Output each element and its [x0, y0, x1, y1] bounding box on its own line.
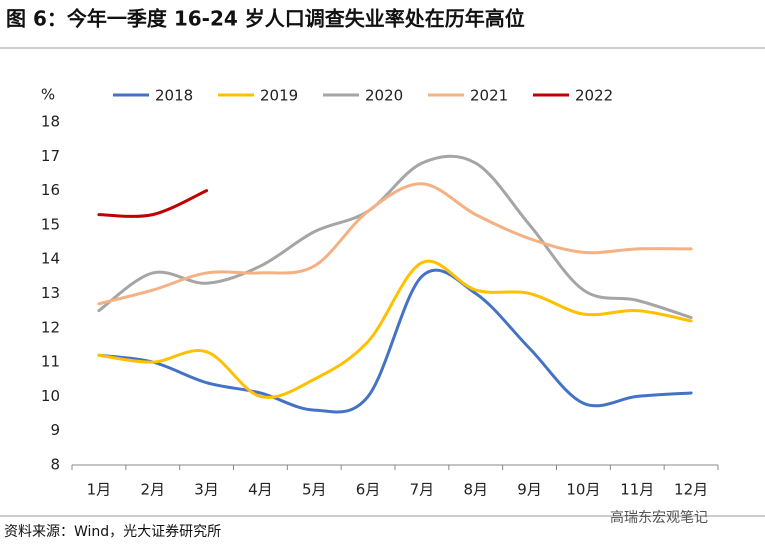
line-series — [97, 259, 693, 399]
y-tick-label: 17 — [41, 147, 60, 165]
x-tick-label: 2月 — [140, 481, 165, 499]
watermark: 高瑞东宏观笔记 — [610, 509, 708, 526]
y-tick-label: 14 — [41, 250, 60, 268]
legend-label: 2018 — [155, 87, 193, 105]
y-tick-label: 8 — [50, 456, 60, 474]
line-series — [97, 154, 693, 320]
y-tick-label: 15 — [41, 215, 60, 233]
line-series — [97, 268, 693, 414]
y-axis-label: % — [41, 86, 55, 104]
y-tick-label: 12 — [41, 318, 60, 336]
x-tick-label: 10月 — [566, 481, 600, 499]
line-series — [97, 189, 209, 218]
x-tick-label: 11月 — [620, 481, 654, 499]
x-tick-label: 9月 — [517, 481, 542, 499]
y-tick-label: 11 — [41, 353, 60, 371]
legend-label: 2021 — [470, 87, 508, 105]
legend-label: 2022 — [575, 87, 613, 105]
x-tick-label: 4月 — [248, 481, 273, 499]
y-tick-label: 9 — [50, 421, 60, 439]
x-tick-label: 6月 — [356, 481, 381, 499]
x-tick-label: 7月 — [410, 481, 435, 499]
line-series — [97, 182, 693, 306]
x-tick-label: 5月 — [302, 481, 327, 499]
legend-label: 2020 — [365, 87, 403, 105]
x-tick-label: 8月 — [463, 481, 488, 499]
y-tick-label: 13 — [41, 284, 60, 302]
x-tick-label: 1月 — [87, 481, 112, 499]
y-tick-label: 10 — [41, 387, 60, 405]
y-tick-label: 18 — [41, 113, 60, 131]
chart-title: 图 6：今年一季度 16-24 岁人口调查失业率处在历年高位 — [6, 7, 525, 31]
legend-label: 2019 — [260, 87, 298, 105]
x-tick-label: 3月 — [194, 481, 219, 499]
x-tick-label: 12月 — [674, 481, 708, 499]
y-tick-label: 16 — [41, 181, 60, 199]
source: 资料来源：Wind，光大证券研究所 — [4, 524, 221, 540]
